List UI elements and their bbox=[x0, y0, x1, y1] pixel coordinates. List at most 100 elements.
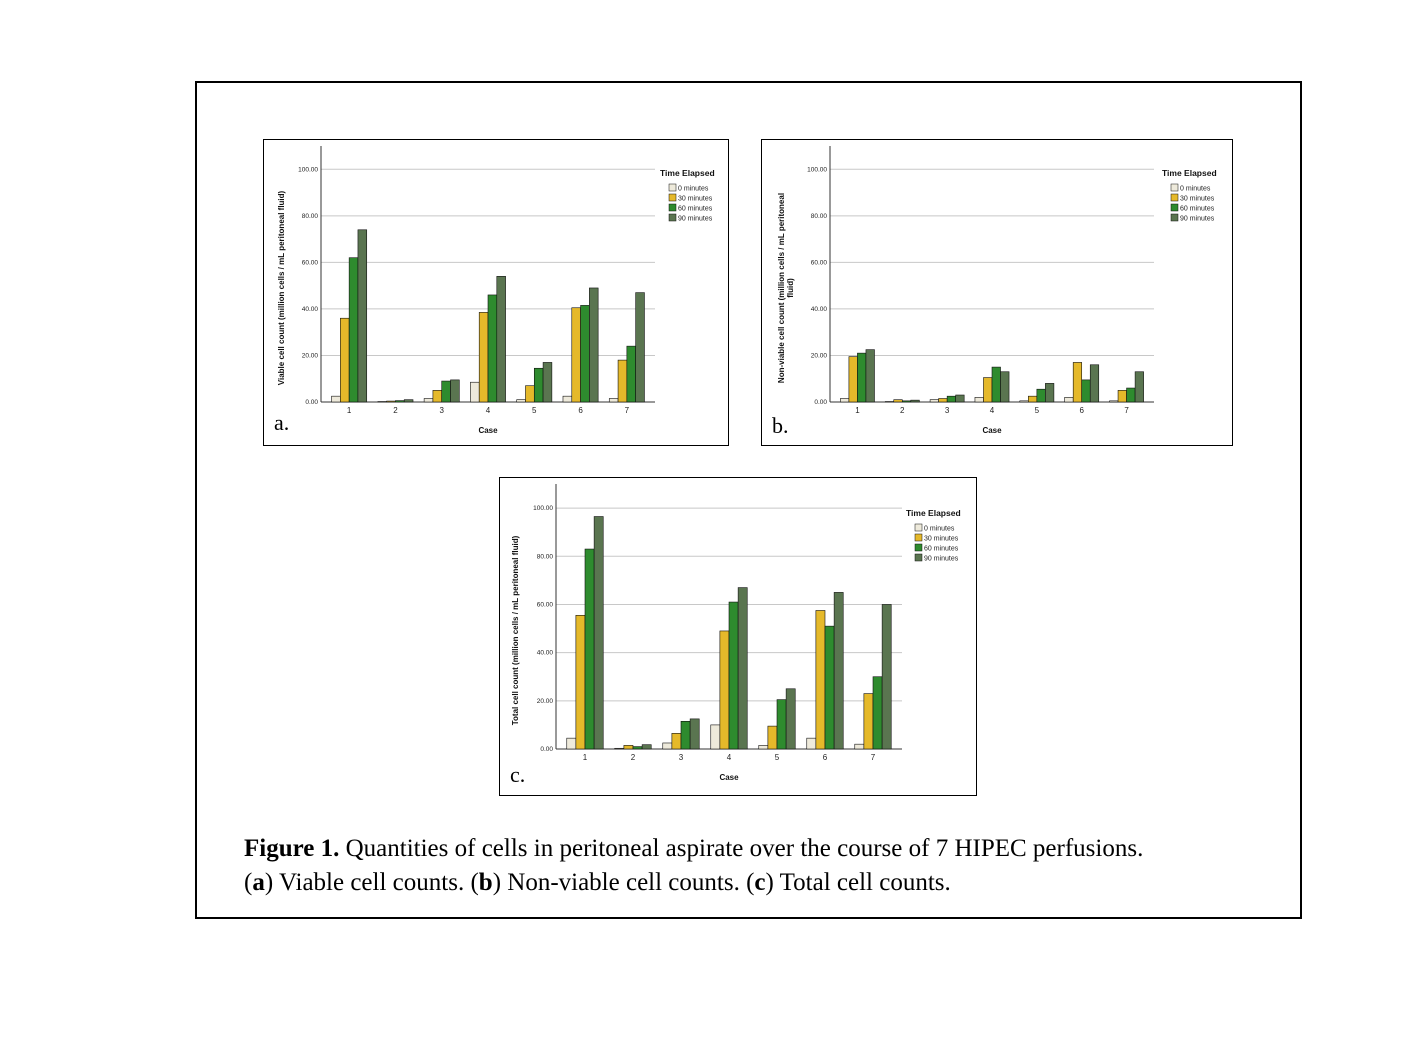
bar-a-case5-s2 bbox=[533, 367, 544, 403]
chart-panel-c: 0.00 20.00 40.00 60.00 80.00 100.00 1 2 3 4 5 6 7 Cas… bbox=[499, 477, 977, 796]
x-tick-label-c-5: 6 bbox=[823, 753, 828, 762]
bar-a-case4-s3 bbox=[496, 276, 506, 403]
legend-label-b-2: 60 minutes bbox=[1180, 206, 1215, 213]
y-tick-label-a-1: 20.00 bbox=[302, 352, 319, 359]
bar-b-case6-s0 bbox=[1064, 397, 1074, 403]
legend-swatch-c-0 bbox=[914, 523, 923, 532]
panel-letter-a: a. bbox=[274, 410, 290, 435]
bar-b-case7-s3 bbox=[1134, 371, 1144, 403]
x-tick-label-a-0: 1 bbox=[347, 406, 352, 415]
x-tick-label-b-6: 7 bbox=[1124, 406, 1129, 415]
bar-c-case3-s2 bbox=[680, 720, 691, 750]
bar-b-case5-s2 bbox=[1036, 388, 1046, 403]
y-tick-label-a-3: 60.00 bbox=[302, 259, 319, 266]
panel-letter-c: c. bbox=[510, 762, 526, 787]
legend-label-c-3: 90 minutes bbox=[924, 556, 959, 563]
bar-c-case7-s3 bbox=[881, 604, 892, 750]
bar-c-case7-s0 bbox=[854, 743, 865, 750]
x-tick-label-b-4: 5 bbox=[1035, 406, 1040, 415]
caption-letter-b: b bbox=[478, 869, 493, 896]
x-tick-label-b-0: 1 bbox=[855, 406, 860, 415]
bar-a-case4-s2 bbox=[487, 294, 498, 403]
x-tick-label-c-1: 2 bbox=[631, 753, 636, 762]
caption-label: Figure 1. bbox=[244, 835, 340, 862]
bar-b-case5-s0 bbox=[1019, 400, 1029, 403]
legend-swatch-c-2 bbox=[914, 543, 923, 552]
bar-c-case7-s2 bbox=[872, 676, 883, 750]
x-tick-label-c-0: 1 bbox=[583, 753, 588, 762]
legend-title-b: Time Elapsed bbox=[1162, 168, 1217, 178]
bar-a-case4-s1 bbox=[478, 312, 489, 403]
bar-a-case6-s3 bbox=[589, 287, 599, 403]
caption-letter-c: c bbox=[754, 869, 766, 896]
legend-swatch-b-2 bbox=[1170, 203, 1179, 212]
legend-swatch-b-0 bbox=[1170, 183, 1179, 192]
chart-panel-b: 0.00 20.00 40.00 60.00 80.00 100.00 1 2 3 4 5 6 7 Cas… bbox=[761, 139, 1233, 446]
legend-swatch-b-1 bbox=[1170, 193, 1179, 202]
bar-c-case2-s2 bbox=[632, 746, 643, 750]
x-tick-label-a-2: 3 bbox=[439, 406, 444, 415]
bar-b-case6-s2 bbox=[1081, 379, 1091, 403]
y-tick-label-a-4: 80.00 bbox=[302, 213, 319, 220]
chart-panel-a: 0.00 20.00 40.00 60.00 80.00 100.00 1 2 3 4 5 6 7 Cas… bbox=[263, 139, 729, 446]
x-tick-label-b-2: 3 bbox=[945, 406, 950, 415]
y-tick-label-b-3: 60.00 bbox=[811, 259, 828, 266]
bar-b-case4-s1 bbox=[983, 377, 993, 403]
bar-b-case7-s2 bbox=[1126, 387, 1136, 403]
bar-a-case5-s0 bbox=[516, 399, 526, 403]
bar-c-case3-s1 bbox=[671, 733, 682, 750]
bar-b-case6-s3 bbox=[1089, 364, 1100, 403]
caption-text-a: ) Viable cell counts. ( bbox=[264, 869, 479, 896]
legend-label-a-2: 60 minutes bbox=[678, 206, 713, 213]
bar-b-case4-s3 bbox=[1000, 371, 1010, 403]
legend-label-b-0: 0 minutes bbox=[1180, 186, 1211, 193]
y-tick-label-b-5: 100.00 bbox=[807, 166, 827, 173]
y-tick-label-b-1: 20.00 bbox=[811, 352, 828, 359]
y-tick-label-c-4: 80.00 bbox=[537, 553, 554, 560]
bar-c-case6-s2 bbox=[824, 625, 835, 750]
chart-a-svg: 0.00 20.00 40.00 60.00 80.00 100.00 1 2 3 4 5 6 7 Cas… bbox=[277, 146, 715, 435]
bar-c-case6-s0 bbox=[806, 737, 817, 750]
bar-b-case4-s2 bbox=[991, 366, 1001, 403]
legend-label-a-3: 90 minutes bbox=[678, 216, 713, 223]
bar-a-case6-s1 bbox=[571, 307, 581, 403]
bar-b-case1-s3 bbox=[865, 349, 875, 403]
bar-a-case1-s0 bbox=[331, 395, 341, 403]
bar-c-case2-s0 bbox=[614, 747, 625, 750]
bar-b-case4-s0 bbox=[974, 397, 984, 403]
x-tick-label-a-6: 7 bbox=[625, 406, 630, 415]
bar-b-case3-s2 bbox=[946, 395, 956, 403]
caption-title: Quantities of cells in peritoneal aspira… bbox=[339, 835, 1144, 862]
bar-c-case2-s1 bbox=[623, 745, 634, 750]
x-tick-label-a-3: 4 bbox=[486, 406, 491, 415]
bar-b-case1-s0 bbox=[840, 398, 850, 403]
bar-a-case3-s2 bbox=[441, 380, 451, 403]
x-tick-label-c-3: 4 bbox=[727, 753, 732, 762]
y-axis-label-a: Viable cell count (million cells / mL pe… bbox=[277, 190, 286, 385]
x-tick-label-a-4: 5 bbox=[532, 406, 537, 415]
y-tick-label-a-2: 40.00 bbox=[302, 306, 319, 313]
legend-swatch-a-1 bbox=[668, 193, 677, 202]
bar-a-case2-s0 bbox=[377, 401, 387, 403]
bar-b-case2-s1 bbox=[893, 399, 903, 403]
bar-a-case3-s3 bbox=[450, 379, 460, 403]
bar-a-case1-s3 bbox=[357, 229, 368, 403]
bar-c-case3-s0 bbox=[662, 742, 673, 750]
bar-b-case7-s0 bbox=[1109, 400, 1119, 403]
bar-c-case4-s1 bbox=[719, 630, 730, 750]
y-tick-label-c-3: 60.00 bbox=[537, 601, 554, 608]
bar-a-case2-s2 bbox=[395, 400, 405, 403]
chart-c-svg: 0.00 20.00 40.00 60.00 80.00 100.00 1 2 3 4 5 6 7 Cas… bbox=[511, 484, 961, 782]
x-axis-label-c: Case bbox=[719, 773, 739, 782]
bar-b-case5-s3 bbox=[1045, 383, 1055, 403]
y-tick-label-c-0: 0.00 bbox=[540, 746, 553, 753]
bar-c-case4-s0 bbox=[710, 724, 721, 750]
bar-b-case3-s1 bbox=[938, 398, 948, 403]
y-tick-label-b-4: 80.00 bbox=[811, 213, 828, 220]
bar-a-case7-s0 bbox=[608, 398, 619, 403]
bar-a-case5-s3 bbox=[542, 362, 553, 403]
legend-label-a-1: 30 minutes bbox=[678, 196, 713, 203]
legend-title-c: Time Elapsed bbox=[906, 508, 961, 518]
x-tick-label-c-4: 5 bbox=[775, 753, 780, 762]
bar-c-case6-s1 bbox=[815, 610, 826, 750]
